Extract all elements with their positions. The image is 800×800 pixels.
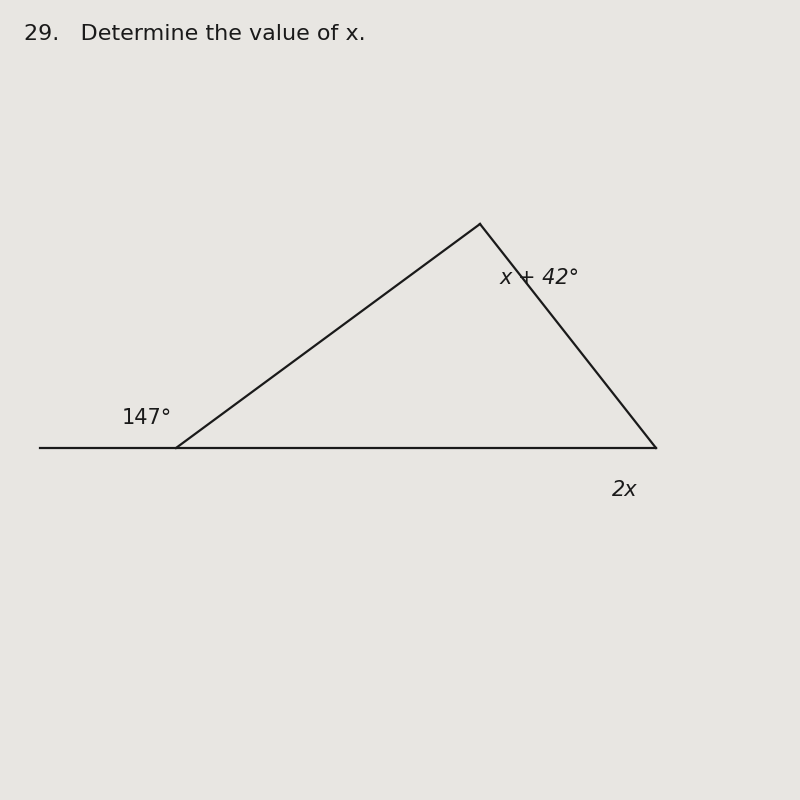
Text: 29.   Determine the value of x.: 29. Determine the value of x. xyxy=(24,24,366,44)
Text: x + 42°: x + 42° xyxy=(500,268,580,288)
Text: 2x: 2x xyxy=(612,480,638,500)
Text: 147°: 147° xyxy=(122,408,172,428)
